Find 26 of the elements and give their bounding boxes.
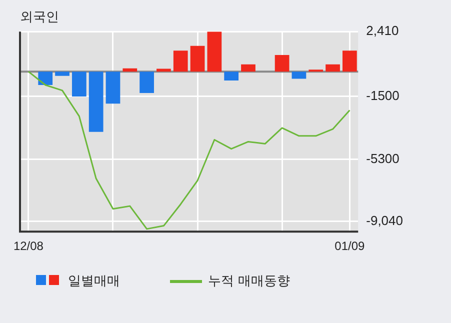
legend-label: 일별매매 <box>68 273 120 290</box>
chart-title: 외국인 <box>20 10 59 26</box>
bar <box>106 72 120 104</box>
bar <box>55 72 70 76</box>
legend-label: 누적 매매동향 <box>208 273 290 290</box>
bar <box>140 72 154 93</box>
bar <box>207 32 222 72</box>
y-tick-label: -5300 <box>366 151 400 166</box>
bar <box>38 72 53 85</box>
bar <box>88 72 104 132</box>
bar <box>292 72 306 79</box>
bar <box>241 64 256 72</box>
bar <box>190 46 205 72</box>
x-tick-label: 01/09 <box>334 239 366 254</box>
x-tick-label: 12/08 <box>13 239 44 254</box>
y-tick-label: 2,410 <box>366 23 399 38</box>
bar <box>274 54 290 72</box>
bar <box>72 72 86 96</box>
bar <box>156 68 171 72</box>
bar <box>326 64 340 72</box>
bar <box>122 68 138 72</box>
bar <box>173 50 188 72</box>
y-tick-label: -9,040 <box>366 213 404 228</box>
y-tick-label: -1500 <box>366 88 400 104</box>
bar <box>342 50 357 72</box>
bar <box>224 72 239 81</box>
